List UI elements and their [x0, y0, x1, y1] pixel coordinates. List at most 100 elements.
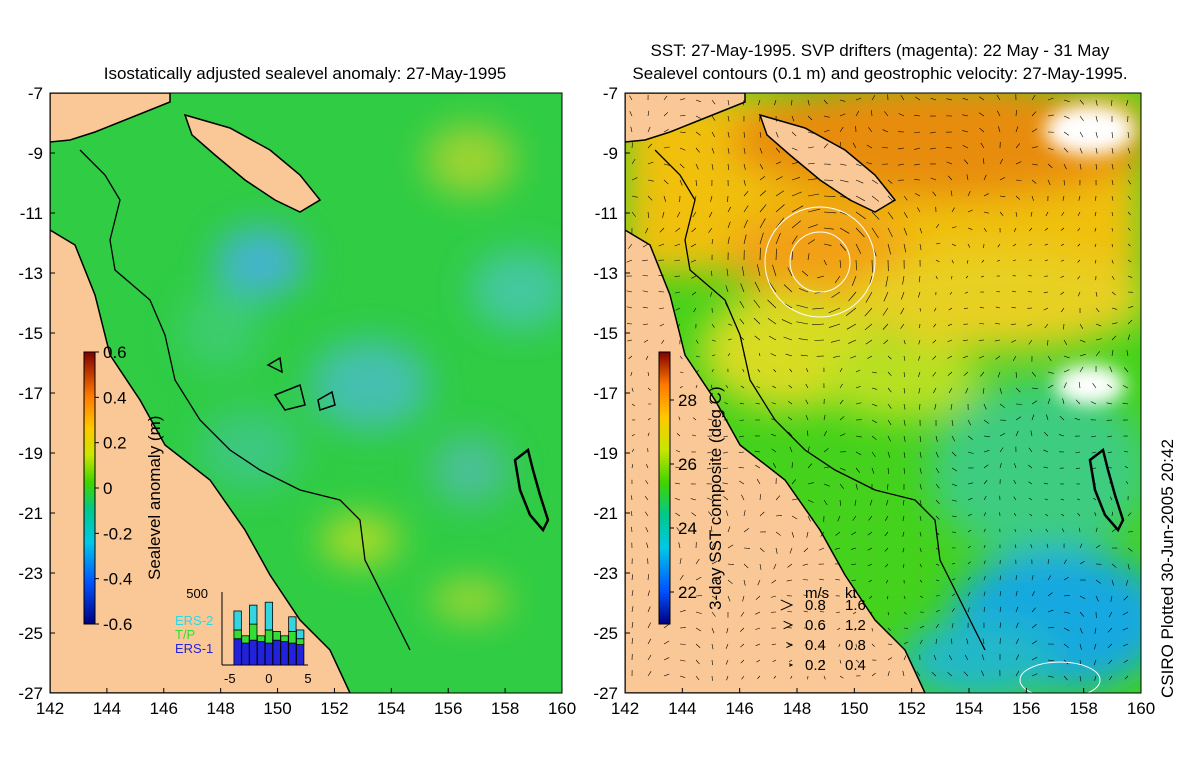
velocity-arrow	[1047, 97, 1054, 101]
land-west	[50, 93, 351, 693]
y-tick-label: -27	[18, 684, 43, 703]
velocity-arrow	[691, 291, 697, 296]
velocity-arrow	[1031, 371, 1037, 377]
velocity-arrow	[901, 291, 905, 300]
velocity-arrow	[965, 387, 969, 394]
velocity-arrow	[1031, 673, 1038, 677]
velocity-arrow	[1015, 143, 1021, 149]
velocity-arrow	[855, 110, 860, 117]
velocity-arrow	[631, 495, 633, 501]
velocity-arrow	[846, 323, 857, 330]
velocity-arrow	[930, 97, 937, 101]
velocity-arrow	[645, 227, 649, 234]
velocity-arrow	[678, 542, 681, 549]
velocity-arrow	[967, 451, 974, 454]
velocity-arrow	[999, 591, 1002, 597]
velocity-arrow	[805, 399, 809, 405]
velocity-arrow	[919, 323, 921, 329]
velocity-key-ms: 0.4	[805, 637, 826, 654]
velocity-arrow	[983, 606, 986, 613]
velocity-arrow	[1124, 451, 1129, 453]
velocity-arrow	[1107, 643, 1113, 649]
velocity-arrow	[1047, 339, 1049, 346]
island-north-r	[758, 113, 897, 213]
velocity-arrow	[1079, 99, 1085, 105]
velocity-arrow	[695, 179, 697, 186]
velocity-arrow	[739, 435, 745, 438]
velocity-arrow	[963, 159, 969, 165]
velocity-arrow	[887, 211, 894, 220]
velocity-arrow	[727, 323, 733, 326]
velocity-arrow	[1111, 211, 1114, 217]
inset-bar	[256, 635, 266, 643]
velocity-arrow	[679, 98, 686, 101]
velocity-arrow	[1111, 163, 1114, 170]
velocity-arrow	[711, 323, 715, 328]
x-tick-label: 144	[668, 699, 696, 718]
velocity-arrow	[804, 643, 809, 646]
velocity-arrow	[631, 448, 635, 453]
velocity-arrow	[1063, 163, 1067, 170]
velocity-arrow	[839, 179, 849, 183]
velocity-arrow	[738, 451, 745, 453]
velocity-arrow	[918, 291, 921, 298]
velocity-arrow	[850, 547, 857, 550]
velocity-arrow	[900, 323, 905, 329]
velocity-arrow	[723, 435, 729, 438]
velocity-arrow	[711, 384, 713, 389]
velocity-arrow	[997, 126, 1001, 133]
velocity-arrow	[871, 643, 875, 647]
velocity-arrow	[1111, 179, 1114, 186]
velocity-arrow	[1111, 275, 1115, 280]
y-tick-label: -23	[593, 564, 618, 583]
x-tick-label: 156	[434, 699, 462, 718]
velocity-arrow	[935, 563, 940, 566]
velocity-arrow	[773, 675, 777, 679]
velocity-arrow	[919, 451, 922, 458]
inset-bar	[272, 631, 281, 641]
velocity-arrow	[1028, 243, 1033, 246]
velocity-arrow	[767, 299, 777, 309]
velocity-arrow	[865, 291, 873, 303]
velocity-arrow	[867, 355, 873, 359]
velocity-arrow	[1063, 627, 1070, 632]
velocity-arrow	[902, 670, 905, 677]
velocity-arrow	[823, 129, 830, 133]
velocity-key-header-kt: kt	[845, 585, 858, 602]
velocity-arrow	[903, 611, 907, 615]
velocity-arrow	[663, 640, 670, 645]
velocity-arrow	[887, 657, 893, 661]
velocity-arrow	[950, 190, 953, 197]
x-tick-label: 150	[840, 699, 868, 718]
velocity-arrow	[630, 371, 633, 377]
velocity-arrow	[631, 434, 635, 437]
colorbar-tick-label: 0	[103, 479, 112, 498]
velocity-arrow	[661, 339, 665, 344]
velocity-arrow	[823, 430, 827, 437]
velocity-arrow	[771, 579, 777, 584]
velocity-arrow	[679, 163, 685, 169]
velocity-arrow	[807, 146, 814, 149]
inset-bar	[249, 639, 258, 666]
velocity-arrow	[1047, 675, 1054, 678]
velocity-arrow	[1031, 640, 1038, 645]
velocity-arrow	[727, 353, 731, 357]
velocity-arrow	[871, 435, 877, 441]
velocity-arrow	[1031, 591, 1035, 597]
velocity-arrow	[820, 627, 825, 630]
velocity-key-arrow	[786, 642, 794, 648]
colorbar-tick-label: 28	[678, 391, 697, 410]
velocity-arrow	[935, 638, 937, 645]
velocity-key-kt: 0.8	[845, 637, 866, 654]
velocity-arrow	[871, 179, 878, 184]
velocity-arrow	[919, 531, 922, 537]
x-tick-label: 154	[377, 699, 405, 718]
velocity-arrow	[823, 195, 836, 197]
velocity-arrow	[951, 467, 957, 472]
velocity-arrow	[1079, 366, 1084, 373]
velocity-arrow	[930, 147, 937, 150]
velocity-arrow	[935, 483, 940, 489]
velocity-arrow	[935, 275, 938, 280]
velocity-arrow	[919, 563, 922, 568]
